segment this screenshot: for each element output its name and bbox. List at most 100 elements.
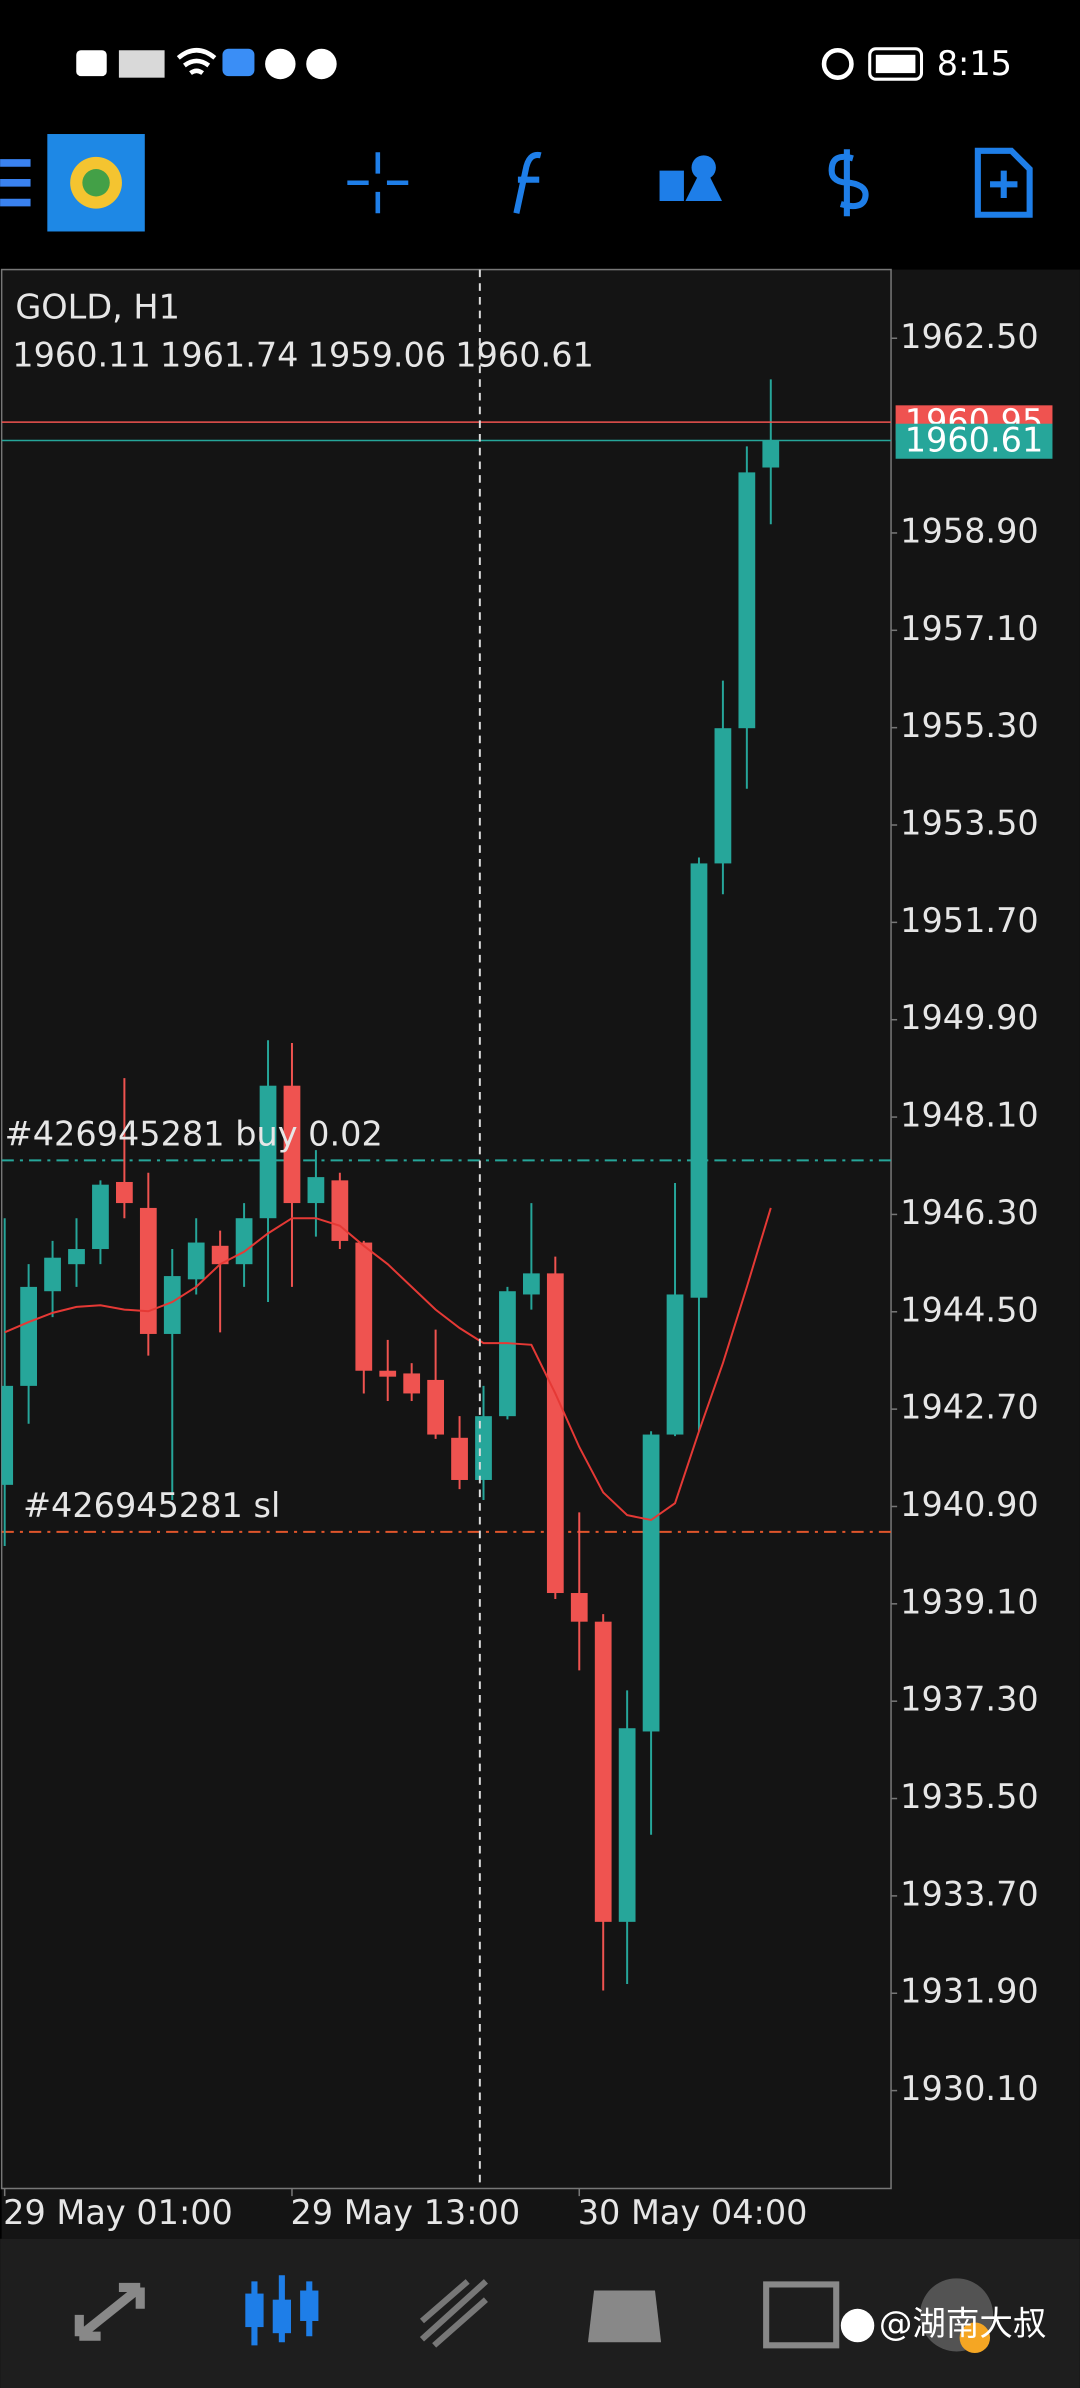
- battery-icon: [868, 47, 924, 81]
- watermark: @湖南大叔: [879, 2304, 1047, 2343]
- candle-body: [690, 863, 708, 1298]
- candle-body: [546, 1273, 564, 1594]
- candle-body: [594, 1621, 612, 1922]
- toolbar: [0, 134, 1033, 232]
- candle-body: [20, 1286, 37, 1386]
- candle-body: [451, 1437, 468, 1480]
- plot: [1, 379, 892, 1991]
- y-tick-label: 1944.50: [900, 1290, 1039, 1329]
- candle-body: [331, 1180, 349, 1241]
- y-tick-label: 1946.30: [900, 1193, 1039, 1232]
- candle-body: [68, 1249, 85, 1265]
- bottom-nav: @湖南大叔: [0, 2238, 1080, 2388]
- plot-frame: [0, 268, 892, 2190]
- candle-body: [523, 1273, 540, 1295]
- chart-tab-candle: [245, 2293, 264, 2328]
- candle-body: [499, 1291, 516, 1417]
- clock: 8:15: [937, 44, 1012, 83]
- y-tick-label: 1931.90: [900, 1972, 1039, 2011]
- chart-tab-candle: [272, 2299, 291, 2334]
- candle-body: [642, 1434, 660, 1732]
- x-tick-label: 29 May 01:00: [3, 2193, 233, 2232]
- hd-icon: [76, 50, 107, 77]
- y-tick-label: 1939.10: [900, 1582, 1039, 1621]
- candle-body: [379, 1370, 397, 1377]
- y-tick-label: 1948.10: [900, 1096, 1039, 1135]
- trade-button[interactable]: [828, 149, 869, 217]
- candle-body: [427, 1379, 444, 1435]
- candle-body: [762, 440, 780, 468]
- candle-body: [163, 1276, 181, 1334]
- order-label: #426945281 buy 0.02: [5, 1114, 383, 1153]
- candle-body: [666, 1294, 684, 1435]
- watermark-logo: [840, 2308, 875, 2343]
- candle-body: [259, 1085, 277, 1219]
- y-tick-label: 1953.50: [900, 804, 1039, 843]
- x-tick-label: 29 May 13:00: [290, 2193, 520, 2232]
- candle-body: [403, 1373, 421, 1394]
- chart-title: GOLD, H1: [15, 288, 180, 327]
- battery-level: [875, 54, 916, 74]
- y-tick-label: 1935.50: [900, 1777, 1039, 1816]
- candle-body: [714, 728, 732, 864]
- y-tick-label: 1930.10: [900, 2069, 1039, 2108]
- candle-body: [187, 1242, 205, 1280]
- chart-background: [1, 269, 1080, 2239]
- objects-button-dot: [691, 155, 716, 180]
- notification-badge: [959, 2322, 991, 2353]
- y-tick-label: 1942.70: [900, 1388, 1039, 1427]
- candle-body: [355, 1242, 373, 1371]
- candle-body: [738, 472, 756, 729]
- y-tick-label: 1937.30: [900, 1680, 1039, 1719]
- ohlc-open: 1960.11: [12, 335, 151, 374]
- chart-tab-candle: [300, 2290, 319, 2321]
- app-icon: [265, 48, 296, 80]
- ohlc-low: 1959.06: [308, 335, 447, 374]
- y-tick-label: 1955.30: [900, 706, 1039, 745]
- axes: 1962.50 1958.90 1957.10 1955.30 1953.50 1951.…: [3, 317, 1053, 2232]
- nav-background: [0, 2238, 1080, 2388]
- signal-icon: [118, 50, 165, 78]
- quotes-tab[interactable]: [74, 2282, 145, 2341]
- y-tick-label: 1957.10: [900, 609, 1039, 648]
- candle-body: [1, 1385, 14, 1485]
- candle-body: [618, 1728, 636, 1922]
- order-label: #426945281 sl: [23, 1486, 280, 1525]
- crosshair-button[interactable]: [347, 152, 409, 214]
- price-label: 1960.61: [905, 420, 1044, 459]
- history-tab[interactable]: [587, 2290, 662, 2343]
- cloud-icon: [222, 48, 255, 77]
- candle-body: [235, 1218, 253, 1265]
- y-tick-label: 1951.70: [900, 901, 1039, 940]
- candle-body: [307, 1177, 325, 1204]
- menu-button[interactable]: [0, 159, 31, 207]
- candle-body: [44, 1257, 61, 1292]
- candle-body: [92, 1184, 109, 1250]
- candle-body: [283, 1085, 301, 1204]
- y-tick-label: 1933.70: [900, 1874, 1039, 1913]
- x-tick-label: 30 May 04:00: [578, 2193, 808, 2232]
- ohlc-readout: 1960.11 1961.74 1959.06 1960.61: [12, 335, 594, 374]
- candle-body: [475, 1416, 492, 1480]
- status-bar: 8:15: [76, 44, 1012, 83]
- new-order-button[interactable]: [974, 147, 1033, 218]
- candle-body: [211, 1245, 229, 1265]
- ohlc-high: 1961.74: [160, 335, 299, 374]
- y-tick-label: 1940.90: [900, 1485, 1039, 1524]
- wifi-icon: [176, 47, 217, 76]
- indicators-button[interactable]: [513, 151, 542, 214]
- y-tick-label: 1949.90: [900, 998, 1039, 1037]
- ohlc-close: 1960.61: [455, 335, 594, 374]
- candle-body: [139, 1207, 157, 1334]
- symbol-logo-core: [82, 169, 110, 197]
- candle-body: [570, 1593, 588, 1622]
- price-label-box: [895, 423, 1053, 459]
- trade-tab[interactable]: [419, 2279, 488, 2348]
- moving-average: [4, 1207, 772, 1522]
- chat-icon: [306, 48, 337, 80]
- alarm-icon: [821, 47, 854, 80]
- news-tab[interactable]: [763, 2281, 840, 2349]
- candle-body: [116, 1181, 133, 1204]
